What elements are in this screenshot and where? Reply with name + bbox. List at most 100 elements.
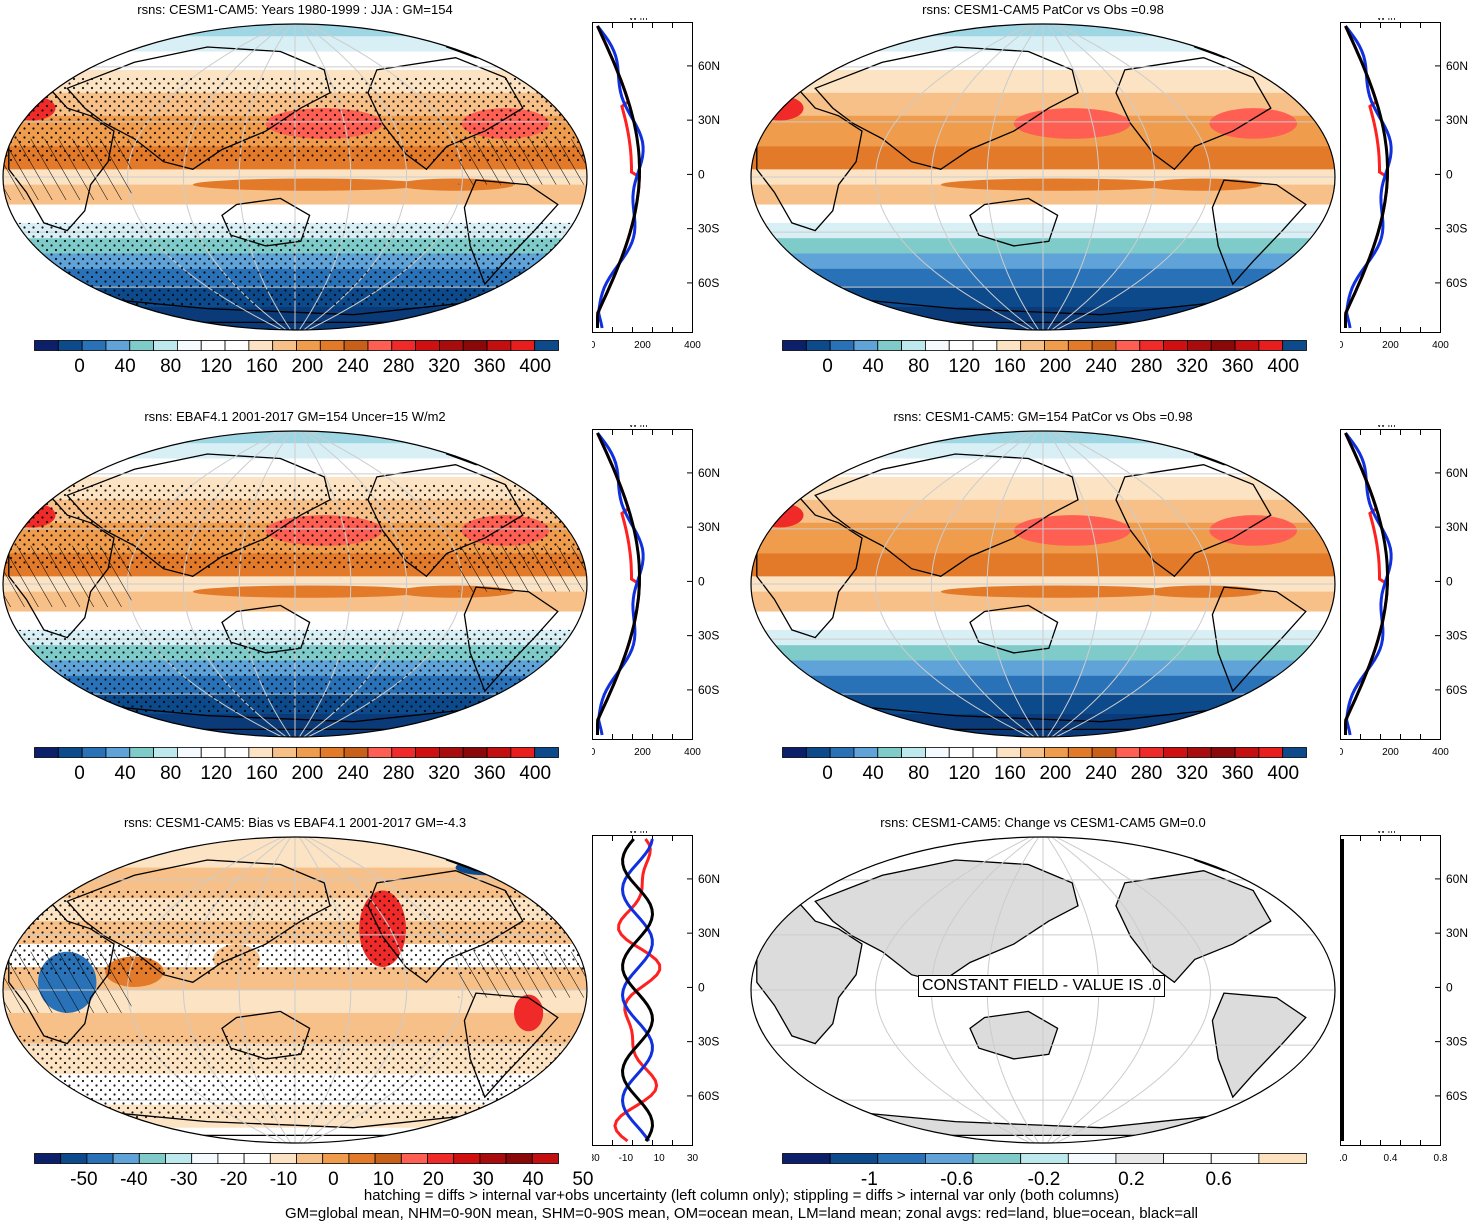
colorbar-label: 360	[473, 763, 506, 784]
colorbar-label: 160	[993, 763, 1026, 784]
colorbar-label: -0.6	[940, 1169, 974, 1190]
colorbar-swatch	[81, 340, 107, 351]
colorbar-swatch	[367, 340, 393, 351]
colorbar-label: 280	[1130, 356, 1163, 377]
zonal-tick-label: 200	[634, 747, 651, 758]
zonal-frame	[1340, 429, 1441, 740]
colorbar-labels: 0 40 80 120 160 200 240 280 320 360 400	[34, 356, 558, 380]
colorbar-swatch	[1091, 340, 1117, 351]
colorbar-label: 80	[908, 763, 930, 784]
colorbar-labels: 0 40 80 120 160 200 240 280 320 360 400	[34, 763, 558, 787]
anomaly-blob	[1145, 178, 1262, 191]
colorbar-swatch	[319, 747, 345, 758]
anomaly-blob	[756, 95, 804, 121]
colorbar-swatch	[427, 1153, 455, 1164]
colorbar-swatch	[782, 747, 807, 758]
map-4	[2, 836, 588, 1144]
colorbar-swatch	[901, 747, 926, 758]
colorbar-swatch	[996, 340, 1022, 351]
colorbar-swatch	[1282, 340, 1307, 351]
colorbar-swatch	[1020, 1153, 1069, 1164]
zonal-unit: W m⁻²	[1377, 831, 1403, 835]
zonal-tick-label: 200	[1382, 340, 1399, 351]
zonal-tick-label: 0	[592, 747, 596, 758]
anomaly-blob	[940, 585, 1175, 598]
colorbar-swatch	[877, 340, 902, 351]
colorbar-swatch	[972, 340, 998, 351]
anomaly-blob	[940, 178, 1175, 191]
colorbar-swatch	[374, 1153, 402, 1164]
colorbar-swatch	[243, 1153, 271, 1164]
colorbar-labels: -1 -0.6 -0.2 0.2 0.6	[782, 1169, 1306, 1193]
stippling	[3, 222, 587, 308]
lat-label: 30S	[1446, 222, 1467, 236]
panel-obs-ebaf: rsns: EBAF4.1 2001-2017 GM=154 Uncer=15 …	[0, 409, 740, 809]
colorbar-swatch	[782, 340, 807, 351]
map-1	[750, 23, 1336, 331]
colorbar-swatch	[439, 747, 464, 758]
colorbar-swatch	[165, 1153, 193, 1164]
anomaly-blob	[1145, 585, 1262, 598]
colorbar-swatch	[200, 747, 226, 758]
colorbar-swatch	[948, 747, 974, 758]
lat-label: 30S	[698, 1035, 719, 1049]
colorbar-label: 200	[1039, 763, 1072, 784]
coastline	[1115, 57, 1272, 171]
colorbar-swatch	[462, 340, 488, 351]
zonal-unit: W m⁻²	[629, 831, 655, 835]
colorbar-label: 400	[1267, 763, 1300, 784]
colorbar-swatch	[829, 1153, 879, 1164]
colorbar-swatch	[1210, 1153, 1260, 1164]
colorbar-swatch	[248, 340, 274, 351]
colorbar-swatch	[34, 747, 59, 758]
panel-model-patcor: rsns: CESM1-CAM5 PatCor vs Obs =0.98 W m⁻…	[748, 2, 1483, 402]
colorbar-swatch	[853, 747, 879, 758]
lat-label: 60S	[698, 1089, 719, 1103]
colorbar-label: 160	[245, 356, 278, 377]
colorbar-label: 40	[522, 1169, 544, 1190]
colorbar-swatch	[1020, 747, 1045, 758]
colorbar-swatch	[415, 747, 440, 758]
graticule-lon	[1055, 837, 1211, 1143]
colorbar-label: 120	[200, 763, 233, 784]
panel-model-gm: rsns: CESM1-CAM5: GM=154 PatCor vs Obs =…	[748, 409, 1483, 809]
colorbar-swatch	[129, 340, 154, 351]
colorbar-swatch	[112, 1153, 140, 1164]
zonal-tick-label: 0	[1340, 340, 1344, 351]
colorbar-swatch	[486, 747, 512, 758]
lat-label: 30S	[1446, 1035, 1467, 1049]
colorbar-swatch	[877, 747, 902, 758]
footer-hatching-note: hatching = diffs > internal var+obs unce…	[363, 1187, 1120, 1204]
colorbar-swatch	[105, 340, 131, 351]
colorbar-swatch	[1115, 1153, 1164, 1164]
colorbar-swatch	[105, 747, 131, 758]
zonal-unit: W m⁻²	[1377, 425, 1403, 429]
coastline	[1211, 179, 1307, 286]
graticule-lon	[875, 24, 1031, 330]
colorbar-swatch	[34, 340, 59, 351]
colorbar-swatch	[782, 1153, 831, 1164]
colorbar-swatch	[1020, 340, 1045, 351]
zonal-tick-label: 200	[1382, 747, 1399, 758]
colorbar-swatch	[1067, 1153, 1117, 1164]
map-0	[2, 23, 588, 331]
zonal-curve-all	[1344, 25, 1389, 328]
zonal-frame	[1340, 22, 1441, 333]
stippling	[3, 629, 587, 715]
colorbar-swatch	[400, 1153, 428, 1164]
lat-label: 60S	[698, 276, 719, 290]
lat-label: 30N	[1446, 113, 1468, 127]
hatching	[458, 545, 587, 592]
zonal-mean-plot: W m⁻² 60N 30N 0 30S 60S 0.0 0.4 0.8	[1340, 831, 1468, 1164]
colorbar-labels: 0 40 80 120 160 200 240 280 320 360 400	[782, 763, 1306, 787]
panel-title: rsns: CESM1-CAM5: Years 1980-1999 : JJA …	[137, 2, 453, 17]
coastline	[969, 1010, 1059, 1060]
colorbar-label: 0	[328, 1169, 339, 1190]
anomaly-blob	[1013, 108, 1131, 139]
colorbar-label: -1	[860, 1169, 878, 1190]
panel-title: rsns: CESM1-CAM5 PatCor vs Obs =0.98	[922, 2, 1164, 17]
colorbar-label: 200	[291, 356, 324, 377]
lat-label: 60N	[1446, 466, 1468, 480]
colorbar-swatch	[1187, 747, 1212, 758]
colorbar-label: 120	[948, 356, 981, 377]
